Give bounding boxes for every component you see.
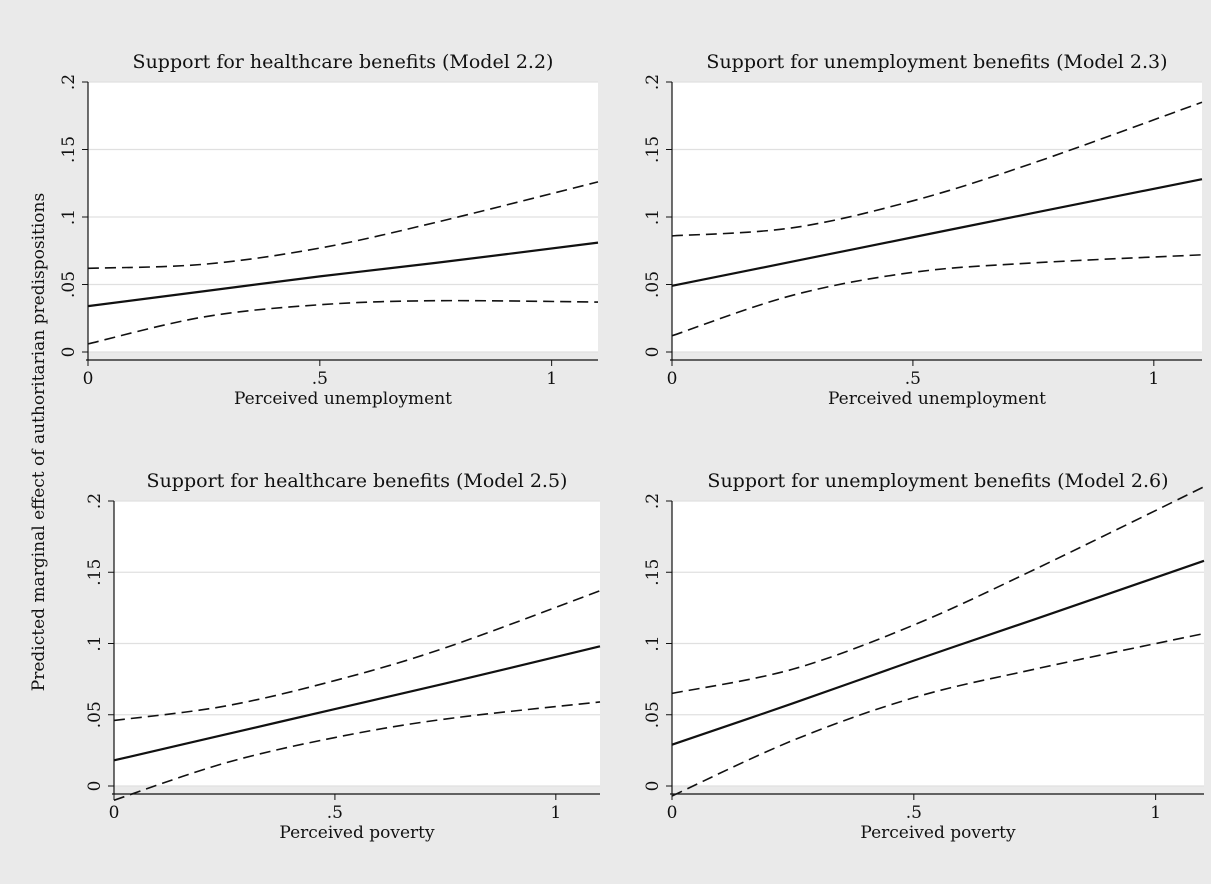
- panel-model-2-5: Support for healthcare benefits (Model 2…: [48, 455, 608, 855]
- x-axis-label: Perceived unemployment: [234, 389, 452, 409]
- chart-svg: Support for healthcare benefits (Model 2…: [85, 470, 601, 843]
- y-tick-label: 0: [85, 781, 105, 792]
- y-tick-label: .2: [643, 74, 663, 90]
- y-axis-label-text: Predicted marginal effect of authoritari…: [29, 193, 49, 691]
- y-tick-label: .15: [643, 136, 663, 163]
- y-tick-label: .2: [59, 74, 79, 90]
- x-tick-label: 1: [550, 803, 561, 823]
- x-tick-label: 0: [109, 803, 120, 823]
- upper-ci-line: [113, 590, 601, 722]
- x-tick-label: .5: [905, 369, 921, 389]
- lower-ci-line: [671, 632, 1205, 797]
- x-tick-label: 1: [546, 369, 557, 389]
- lower-ci-line: [87, 299, 599, 345]
- shared-y-axis-label: Predicted marginal effect of authoritari…: [29, 193, 49, 691]
- panel-title: Support for unemployment benefits (Model…: [707, 470, 1168, 492]
- x-tick-label: 1: [1148, 369, 1159, 389]
- y-tick-label: 0: [643, 347, 663, 358]
- lower-ci-line: [671, 254, 1203, 337]
- marginal-effect-line: [671, 559, 1205, 746]
- y-tick-label: .2: [643, 493, 663, 509]
- y-tick-label: .05: [85, 701, 105, 728]
- x-tick-label: .5: [312, 369, 328, 389]
- y-tick-label: .05: [643, 701, 663, 728]
- y-tick-label: .2: [85, 493, 105, 509]
- upper-ci-line: [671, 101, 1203, 237]
- y-tick-label: .15: [85, 559, 105, 586]
- marginal-effect-line: [87, 241, 599, 308]
- y-tick-label: .15: [643, 559, 663, 586]
- panel-title: Support for healthcare benefits (Model 2…: [133, 51, 554, 73]
- y-tick-label: .15: [59, 136, 79, 163]
- y-tick-label: .1: [85, 635, 105, 651]
- x-tick-label: 0: [667, 803, 678, 823]
- y-tick-label: .05: [59, 271, 79, 298]
- x-axis-label: Perceived poverty: [279, 823, 435, 843]
- marginal-effect-line: [113, 645, 601, 762]
- panel-title: Support for healthcare benefits (Model 2…: [147, 470, 568, 492]
- y-tick-label: .1: [59, 209, 79, 225]
- y-tick-label: .05: [643, 271, 663, 298]
- y-tick-label: .1: [643, 209, 663, 225]
- marginal-effect-line: [671, 178, 1203, 287]
- chart-svg: Support for unemployment benefits (Model…: [643, 51, 1203, 409]
- upper-ci-line: [671, 486, 1205, 695]
- x-axis-label: Perceived unemployment: [828, 389, 1046, 409]
- y-tick-label: 0: [643, 781, 663, 792]
- x-tick-label: .5: [327, 803, 343, 823]
- panel-model-2-2: Support for healthcare benefits (Model 2…: [48, 40, 608, 430]
- x-axis-label: Perceived poverty: [860, 823, 1016, 843]
- x-tick-label: 0: [667, 369, 678, 389]
- chart-svg: Support for healthcare benefits (Model 2…: [59, 51, 599, 409]
- x-tick-label: .5: [906, 803, 922, 823]
- panel-title: Support for unemployment benefits (Model…: [706, 51, 1167, 73]
- lower-ci-line: [113, 701, 601, 802]
- panel-model-2-3: Support for unemployment benefits (Model…: [606, 40, 1206, 430]
- x-tick-label: 0: [83, 369, 94, 389]
- chart-svg: Support for unemployment benefits (Model…: [643, 470, 1205, 843]
- y-tick-label: .1: [643, 635, 663, 651]
- x-tick-label: 1: [1150, 803, 1161, 823]
- panel-model-2-6: Support for unemployment benefits (Model…: [606, 455, 1206, 855]
- y-tick-label: 0: [59, 347, 79, 358]
